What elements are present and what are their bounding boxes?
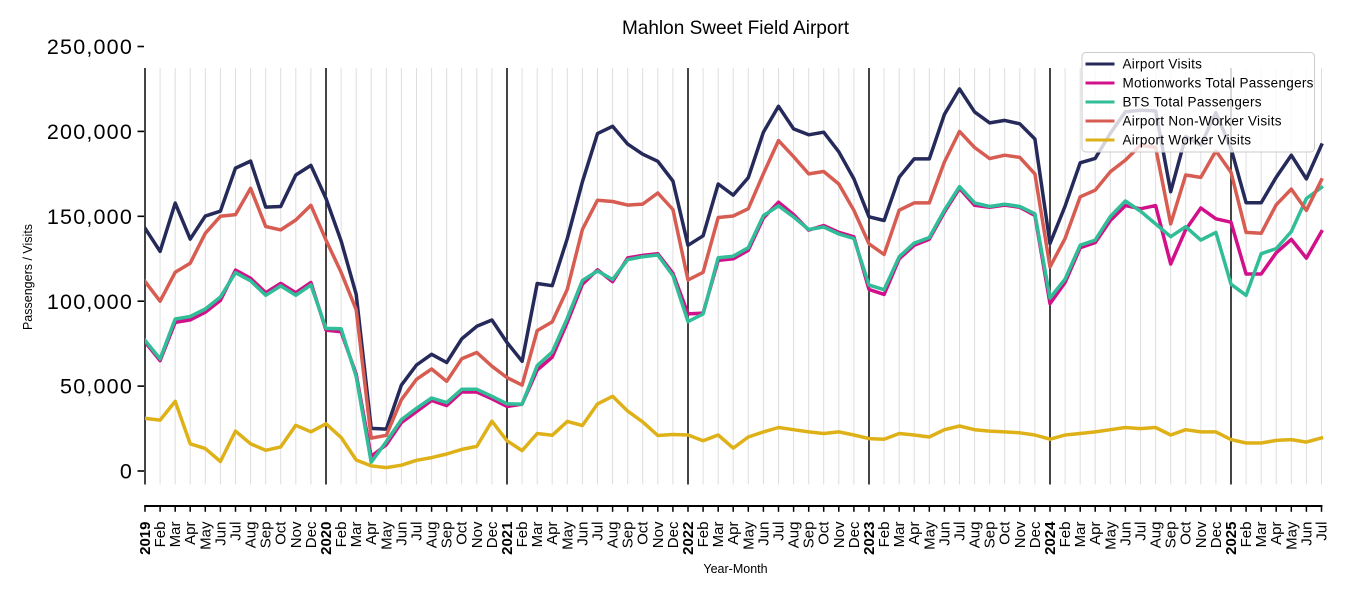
- svg-text:Nov: Nov: [1193, 521, 1210, 548]
- svg-text:2023: 2023: [861, 522, 878, 555]
- svg-text:May: May: [559, 521, 576, 550]
- svg-text:Jun: Jun: [936, 522, 953, 546]
- svg-text:Dec: Dec: [846, 521, 863, 548]
- svg-text:Airport Worker Visits: Airport Worker Visits: [1123, 133, 1252, 148]
- svg-text:Aug: Aug: [786, 522, 803, 549]
- svg-text:Jul: Jul: [771, 522, 788, 541]
- svg-text:2020: 2020: [318, 522, 335, 555]
- svg-text:Nov: Nov: [1012, 521, 1029, 548]
- svg-text:Feb: Feb: [1057, 522, 1074, 548]
- svg-text:Dec: Dec: [303, 521, 320, 548]
- svg-text:Sep: Sep: [439, 522, 456, 549]
- svg-text:Oct: Oct: [816, 521, 833, 545]
- svg-text:Year-Month: Year-Month: [703, 562, 767, 576]
- svg-text:Oct: Oct: [454, 521, 471, 545]
- svg-text:Mar: Mar: [710, 522, 727, 548]
- svg-text:May: May: [740, 521, 757, 550]
- svg-text:Mar: Mar: [348, 522, 365, 548]
- svg-text:Mahlon Sweet Field Airport: Mahlon Sweet Field Airport: [622, 18, 850, 39]
- svg-text:Apr: Apr: [363, 521, 380, 544]
- svg-text:Jun: Jun: [393, 522, 410, 546]
- svg-text:May: May: [1283, 521, 1300, 550]
- svg-text:Passengers / Visits: Passengers / Visits: [21, 224, 35, 330]
- svg-text:Airport Visits: Airport Visits: [1123, 57, 1203, 72]
- svg-text:BTS Total Passengers: BTS Total Passengers: [1123, 95, 1262, 110]
- svg-text:Mar: Mar: [1072, 522, 1089, 548]
- svg-text:Sep: Sep: [982, 522, 999, 549]
- svg-text:Jun: Jun: [1117, 522, 1134, 546]
- svg-text:Oct: Oct: [273, 521, 290, 545]
- svg-text:Jul: Jul: [590, 522, 607, 541]
- svg-text:Feb: Feb: [695, 522, 712, 548]
- svg-text:250,000: 250,000: [47, 35, 133, 59]
- svg-text:Sep: Sep: [258, 522, 275, 549]
- svg-text:Feb: Feb: [1238, 522, 1255, 548]
- svg-text:Jun: Jun: [574, 522, 591, 546]
- svg-text:Apr: Apr: [725, 521, 742, 544]
- svg-text:Aug: Aug: [967, 522, 984, 549]
- svg-text:Nov: Nov: [288, 521, 305, 548]
- svg-text:Oct: Oct: [1178, 521, 1195, 545]
- svg-text:Sep: Sep: [1163, 522, 1180, 549]
- svg-text:200,000: 200,000: [47, 120, 133, 144]
- svg-text:Oct: Oct: [997, 521, 1014, 545]
- svg-text:Feb: Feb: [333, 522, 350, 548]
- svg-text:Jul: Jul: [228, 522, 245, 541]
- svg-text:Feb: Feb: [152, 522, 169, 548]
- svg-text:Jul: Jul: [1314, 522, 1331, 541]
- svg-text:2021: 2021: [499, 522, 516, 555]
- svg-text:Nov: Nov: [831, 521, 848, 548]
- svg-text:May: May: [921, 521, 938, 550]
- svg-text:Feb: Feb: [876, 522, 893, 548]
- svg-text:Motionworks Total Passengers: Motionworks Total Passengers: [1123, 76, 1314, 91]
- svg-text:Apr: Apr: [182, 521, 199, 544]
- svg-text:Jun: Jun: [212, 522, 229, 546]
- svg-text:Mar: Mar: [891, 522, 908, 548]
- svg-text:2024: 2024: [1042, 521, 1059, 555]
- svg-text:Nov: Nov: [469, 521, 486, 548]
- svg-text:May: May: [197, 521, 214, 550]
- svg-text:Aug: Aug: [605, 522, 622, 549]
- svg-text:Jul: Jul: [952, 522, 969, 541]
- svg-text:Jun: Jun: [755, 522, 772, 546]
- svg-text:Dec: Dec: [665, 521, 682, 548]
- svg-text:2025: 2025: [1223, 522, 1240, 555]
- svg-text:Dec: Dec: [1208, 521, 1225, 548]
- svg-text:Feb: Feb: [514, 522, 531, 548]
- svg-text:2019: 2019: [137, 522, 154, 555]
- svg-text:Apr: Apr: [1268, 521, 1285, 544]
- svg-text:Apr: Apr: [544, 521, 561, 544]
- svg-text:50,000: 50,000: [60, 375, 133, 399]
- svg-text:Jul: Jul: [1133, 522, 1150, 541]
- svg-text:Apr: Apr: [906, 521, 923, 544]
- svg-text:Sep: Sep: [801, 522, 818, 549]
- svg-text:Sep: Sep: [620, 522, 637, 549]
- svg-text:Nov: Nov: [650, 521, 667, 548]
- svg-text:Apr: Apr: [1087, 521, 1104, 544]
- svg-text:2022: 2022: [680, 522, 697, 555]
- svg-text:May: May: [378, 521, 395, 550]
- svg-text:May: May: [1102, 521, 1119, 550]
- svg-text:Airport Non-Worker Visits: Airport Non-Worker Visits: [1123, 114, 1282, 129]
- svg-text:150,000: 150,000: [47, 205, 133, 229]
- svg-text:Mar: Mar: [167, 522, 184, 548]
- svg-text:Dec: Dec: [484, 521, 501, 548]
- svg-text:Dec: Dec: [1027, 521, 1044, 548]
- svg-text:Mar: Mar: [1253, 522, 1270, 548]
- svg-text:Jul: Jul: [409, 522, 426, 541]
- svg-text:Mar: Mar: [529, 522, 546, 548]
- svg-text:Aug: Aug: [424, 522, 441, 549]
- svg-text:100,000: 100,000: [47, 290, 133, 314]
- svg-text:0: 0: [120, 460, 133, 484]
- svg-text:Aug: Aug: [243, 522, 260, 549]
- svg-text:Aug: Aug: [1148, 522, 1165, 549]
- svg-text:Oct: Oct: [635, 521, 652, 545]
- svg-text:Jun: Jun: [1298, 522, 1315, 546]
